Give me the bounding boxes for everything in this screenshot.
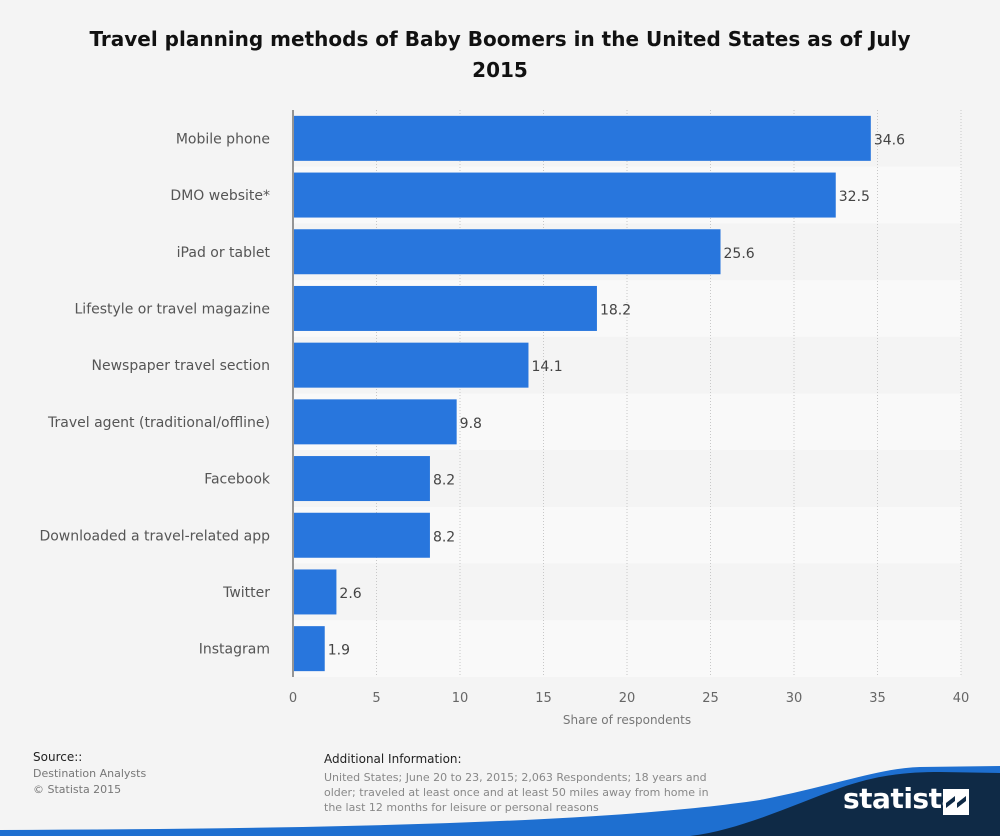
- data-label: 34.6: [874, 132, 905, 148]
- category-label: Travel agent (traditional/offline): [47, 415, 270, 431]
- category-label: Mobile phone: [176, 131, 270, 147]
- x-axis-title: Share of respondents: [563, 713, 691, 727]
- x-tick-label: 20: [619, 691, 636, 706]
- additional-info-text: United States; June 20 to 23, 2015; 2,06…: [324, 771, 709, 814]
- data-label: 18.2: [600, 302, 631, 318]
- category-label: Downloaded a travel-related app: [39, 528, 270, 544]
- category-label: DMO website*: [170, 188, 270, 204]
- data-label: 9.8: [460, 416, 482, 432]
- statista-logo[interactable]: statista: [843, 782, 960, 815]
- data-label: 14.1: [531, 359, 562, 375]
- category-label: Facebook: [204, 472, 271, 488]
- data-label: 2.6: [339, 586, 361, 602]
- data-label: 1.9: [328, 643, 350, 659]
- statista-logo-icon: [943, 789, 969, 815]
- source-heading: Source::: [33, 750, 83, 764]
- bar[interactable]: [294, 285, 597, 331]
- bar[interactable]: [294, 512, 430, 558]
- chart-title: Travel planning methods of Baby Boomers …: [89, 27, 911, 82]
- x-tick-label: 10: [452, 691, 469, 706]
- bar[interactable]: [294, 172, 836, 218]
- x-tick-label: 35: [869, 691, 886, 706]
- bar[interactable]: [294, 456, 430, 502]
- source-line[interactable]: Destination Analysts: [33, 767, 147, 780]
- data-label: 8.2: [433, 473, 455, 489]
- bar[interactable]: [294, 115, 871, 161]
- category-label: Lifestyle or travel magazine: [75, 301, 271, 317]
- bar[interactable]: [294, 229, 721, 275]
- category-label: Instagram: [199, 642, 270, 658]
- data-label: 32.5: [839, 189, 870, 205]
- additional-info-heading: Additional Information:: [324, 752, 462, 766]
- bar[interactable]: [294, 399, 457, 445]
- data-label: 8.2: [433, 529, 455, 545]
- x-tick-label: 30: [786, 691, 803, 706]
- x-tick-label: 15: [535, 691, 552, 706]
- x-tick-label: 40: [953, 691, 970, 706]
- data-label: 25.6: [724, 246, 755, 262]
- category-label: iPad or tablet: [177, 245, 271, 261]
- bar[interactable]: [294, 342, 529, 388]
- x-tick-label: 0: [289, 691, 297, 706]
- bar-chart: 0 5 10 15 20 25 30 35 40 Mobile phone 34.6 DMO webs…: [39, 110, 970, 727]
- copyright-line: © Statista 2015: [33, 783, 122, 796]
- x-tick-label: 25: [702, 691, 719, 706]
- row-band: [293, 563, 961, 621]
- bar[interactable]: [294, 626, 325, 672]
- x-tick-label: 5: [372, 691, 380, 706]
- category-label: Newspaper travel section: [92, 358, 271, 374]
- bar[interactable]: [294, 569, 337, 615]
- category-label: Twitter: [222, 585, 270, 601]
